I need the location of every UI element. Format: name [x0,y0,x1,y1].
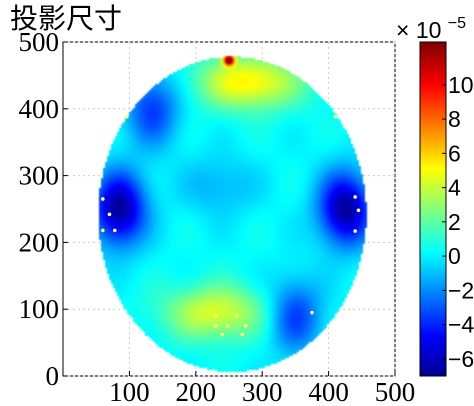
colorbar-tick-label: 10 [448,72,474,98]
y-tick-label: 300 [19,161,60,191]
colorbar-exponent: −5 [448,15,466,32]
y-ticks: 0 100 200 300 400 500 [19,27,68,391]
surface [63,42,395,376]
colorbar-tick-label: 8 [448,106,461,132]
colorbar-tick-label: −2 [448,277,474,303]
y-tick-label: 100 [19,294,60,324]
colorbar-ticks: 10 8 6 4 2 0 −2 −4 −6 [442,72,474,372]
sample-marker [213,324,218,328]
y-tick-label: 200 [19,227,60,257]
y-tick-label: 500 [19,27,60,57]
colorbar-tick-label: −4 [448,312,474,338]
colorbar-tick-label: 6 [448,140,461,166]
sample-marker [333,115,338,119]
colorbar-multiplier-label: × 10 [396,17,441,43]
sample-marker [124,115,129,119]
chart-title: 投影尺寸 [10,2,122,35]
sample-marker [220,332,225,337]
colorbar [419,41,447,377]
x-tick-label: 200 [176,377,217,406]
sample-marker [353,195,357,199]
colorbar-tick-label: −6 [448,346,474,372]
colorbar-multiplier: × 10 −5 [396,15,466,43]
sample-marker [213,314,218,318]
sample-marker [107,212,112,217]
sample-marker [356,208,361,213]
sample-marker [353,229,357,233]
x-tick-label: 100 [109,377,150,406]
sample-markers [101,115,361,337]
x-tick-label: 300 [242,377,283,406]
sample-marker [310,310,314,315]
y-tick-label: 0 [46,361,60,391]
x-ticks: 100 200 300 400 500 [109,371,415,406]
sample-marker [240,332,245,337]
y-tick-label: 400 [19,94,60,124]
sample-marker [101,197,105,201]
x-tick-label: 500 [375,377,416,406]
surface-image [63,42,395,376]
sample-marker [101,228,105,233]
colorbar-tick-label: 2 [448,209,461,235]
sample-marker [225,324,230,328]
colorbar-tick-label: 0 [448,243,461,269]
sample-marker [112,228,117,233]
sample-marker [235,314,239,318]
x-tick-label: 400 [308,377,349,406]
sample-marker [243,324,248,328]
colorbar-tick-label: 4 [448,175,461,201]
